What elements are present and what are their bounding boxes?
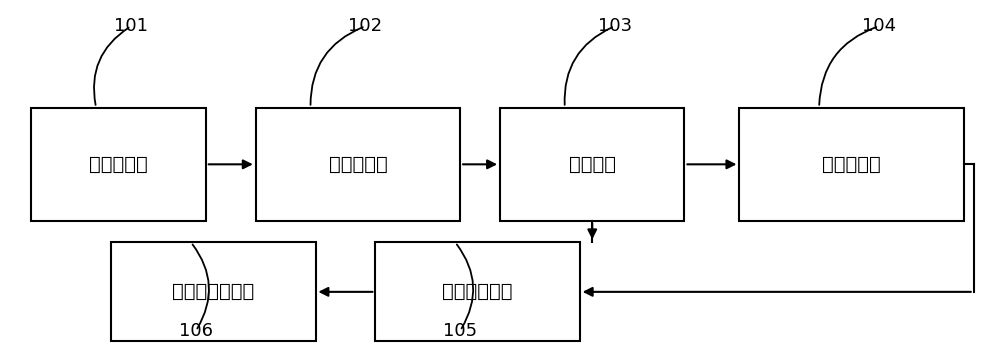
Bar (111, 242, 316, 341)
Bar (739, 108, 964, 221)
Text: 功率放大器: 功率放大器 (329, 155, 387, 174)
Text: 101: 101 (114, 17, 148, 35)
Text: 106: 106 (179, 322, 213, 340)
Bar (256, 108, 460, 221)
Text: 计算机处理单元: 计算机处理单元 (172, 282, 254, 301)
Bar (500, 108, 684, 221)
Bar (375, 242, 580, 341)
Text: 换流变压器: 换流变压器 (822, 155, 881, 174)
Text: 104: 104 (862, 17, 896, 35)
Text: 105: 105 (443, 322, 477, 340)
Text: 103: 103 (598, 17, 632, 35)
Bar (31, 108, 206, 221)
Text: 测量电阻: 测量电阻 (569, 155, 616, 174)
Text: 数据采集单元: 数据采集单元 (442, 282, 513, 301)
Text: 信号发生器: 信号发生器 (89, 155, 148, 174)
Text: 102: 102 (348, 17, 382, 35)
